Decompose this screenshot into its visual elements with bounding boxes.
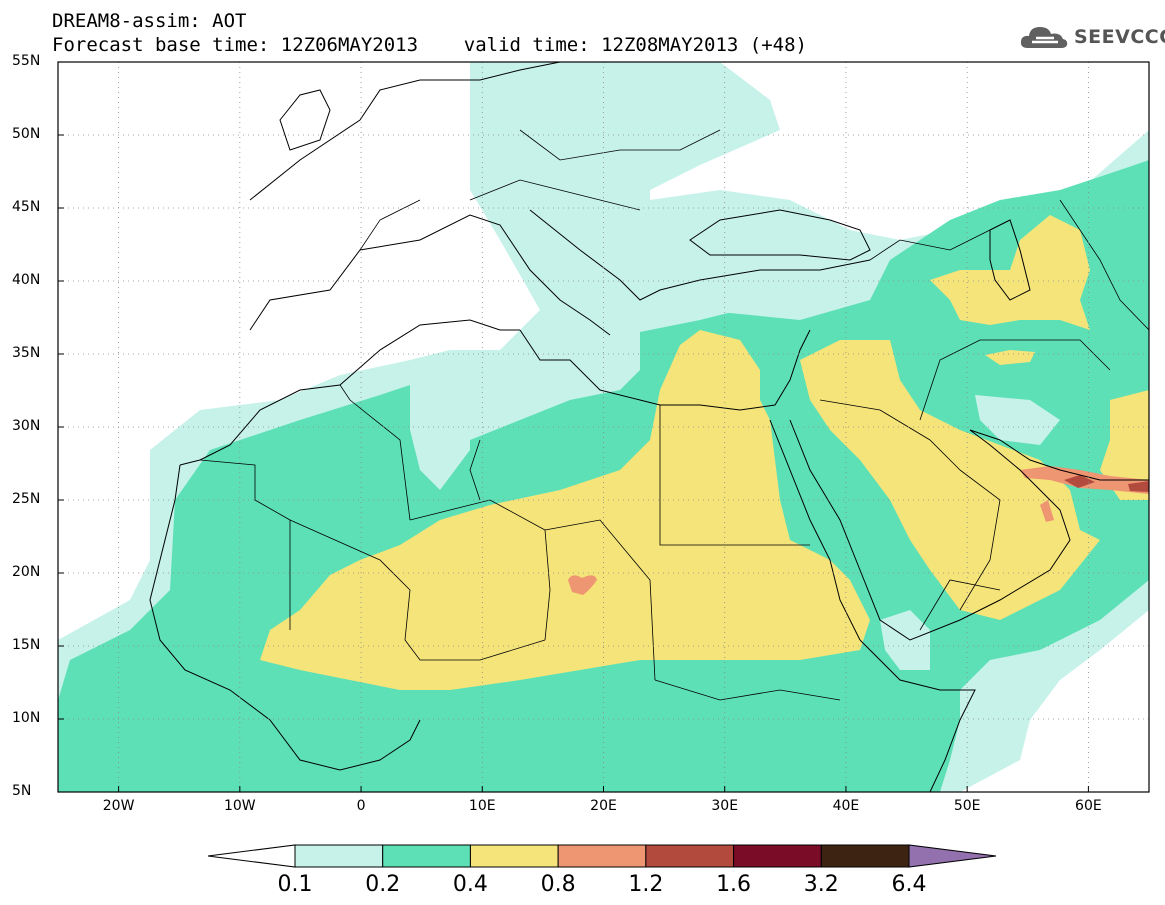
coast-europe-north	[249, 62, 561, 201]
colorbar-level-label: 0.4	[452, 872, 488, 897]
border-3	[339, 384, 411, 521]
lon-tick-label: 20W	[102, 798, 135, 814]
border-15	[359, 199, 421, 251]
logo-text: SEEVCCC	[1074, 26, 1165, 48]
aot-contour-0.4-iran	[930, 215, 1090, 330]
border-5	[544, 519, 656, 681]
aot-contour-0.4-iran-small	[985, 350, 1035, 365]
border-6	[659, 405, 810, 546]
graticule	[58, 62, 1149, 792]
lon-tick-label: 10W	[223, 798, 256, 814]
colorbar-level-label: 1.2	[628, 872, 664, 897]
colorbar-level-label: 6.4	[891, 872, 927, 897]
coastlines	[149, 62, 1149, 792]
border-16	[869, 229, 991, 261]
coast-horn-africa	[859, 639, 976, 792]
border-9	[469, 439, 481, 501]
coast-red-sea-west	[769, 419, 861, 641]
border-8	[654, 679, 841, 701]
coast-europe-south	[249, 214, 611, 336]
coast-iran	[969, 429, 1149, 481]
colorbar-swatch	[557, 844, 647, 868]
lat-tick-label: 40N	[12, 272, 41, 288]
coast-balkans	[529, 209, 871, 301]
country-borders	[199, 129, 1149, 701]
aot-low-area-iraq	[975, 395, 1060, 445]
coast-west-africa-south	[149, 464, 421, 771]
aot-contour-0.8-chad	[568, 575, 597, 595]
seevccc-logo: SEEVCCC	[1018, 22, 1165, 52]
colorbar	[207, 844, 997, 868]
map-title: DREAM8-assim: AOT	[52, 10, 247, 32]
border-18	[919, 579, 1001, 631]
border-1	[199, 459, 291, 630]
lon-tick-label: 60E	[1075, 798, 1102, 814]
colorbar-swatch	[820, 844, 910, 868]
lat-tick-label: 20N	[12, 564, 41, 580]
lat-tick-label: 25N	[12, 491, 41, 507]
aot-contour-0.4-pakistan	[1100, 390, 1149, 500]
aot-contour-1.2-pakistan	[1128, 481, 1149, 492]
aot-low-area-eastafrica	[880, 610, 930, 670]
coast-uk	[279, 89, 331, 151]
colorbar-low-arrow	[207, 844, 296, 868]
colorbar-level-label: 1.6	[716, 872, 752, 897]
lat-tick-label: 45N	[12, 199, 41, 215]
lon-tick-label: 40E	[832, 798, 860, 814]
aot-low-area-sahara-west	[410, 360, 470, 490]
border-7	[404, 639, 546, 661]
lon-tick-label: 20E	[590, 798, 617, 814]
colorbar-swatch	[469, 844, 559, 868]
lat-tick-label: 50N	[12, 126, 41, 142]
border-10	[819, 399, 961, 471]
colorbar-swatch	[733, 844, 822, 868]
aot-contour-1.2-gulf	[1064, 475, 1095, 488]
aot-low-area-europe	[500, 190, 880, 340]
colorbar-level-label: 0.8	[540, 872, 576, 897]
lat-tick-label: 10N	[12, 710, 41, 726]
colorbar-level-label: 0.1	[277, 872, 313, 897]
coast-arabia	[789, 419, 1071, 641]
colorbar-swatch	[382, 844, 471, 868]
coast-libya-egypt	[519, 329, 811, 411]
lat-tick-label: 5N	[12, 783, 32, 799]
lat-tick-label: 55N	[12, 53, 41, 69]
aot-contour-0.4-sahara	[260, 330, 870, 690]
colorbar-high-arrow	[908, 844, 997, 868]
colorbar-level-label: 3.2	[803, 872, 839, 897]
lat-tick-label: 15N	[12, 637, 41, 653]
aot-contour-0.4-arabia	[800, 340, 1100, 620]
colorbar-swatch	[645, 844, 735, 868]
border-14	[469, 179, 641, 211]
forecast-time-line: Forecast base time: 12Z06MAY2013 valid t…	[52, 34, 807, 56]
lon-tick-label: 30E	[711, 798, 739, 814]
lon-tick-label: 50E	[953, 798, 981, 814]
colorbar-level-label: 0.2	[365, 872, 401, 897]
cloud-icon	[1020, 27, 1068, 48]
coast-caspian	[989, 219, 1031, 301]
border-12	[919, 339, 1111, 421]
border-17	[1059, 199, 1149, 331]
lat-tick-label: 35N	[12, 345, 41, 361]
colorbar-swatch	[294, 844, 384, 868]
lon-tick-label: 10E	[468, 798, 496, 814]
border-2	[289, 519, 411, 641]
lon-tick-label: 0	[356, 798, 366, 814]
coast-black-sea	[689, 209, 871, 261]
axis-ticks	[58, 61, 1089, 793]
aot-contour-0.8-oman	[1040, 500, 1054, 522]
lat-tick-label: 30N	[12, 418, 41, 434]
aot-field	[58, 62, 1149, 792]
border-13	[519, 129, 721, 161]
